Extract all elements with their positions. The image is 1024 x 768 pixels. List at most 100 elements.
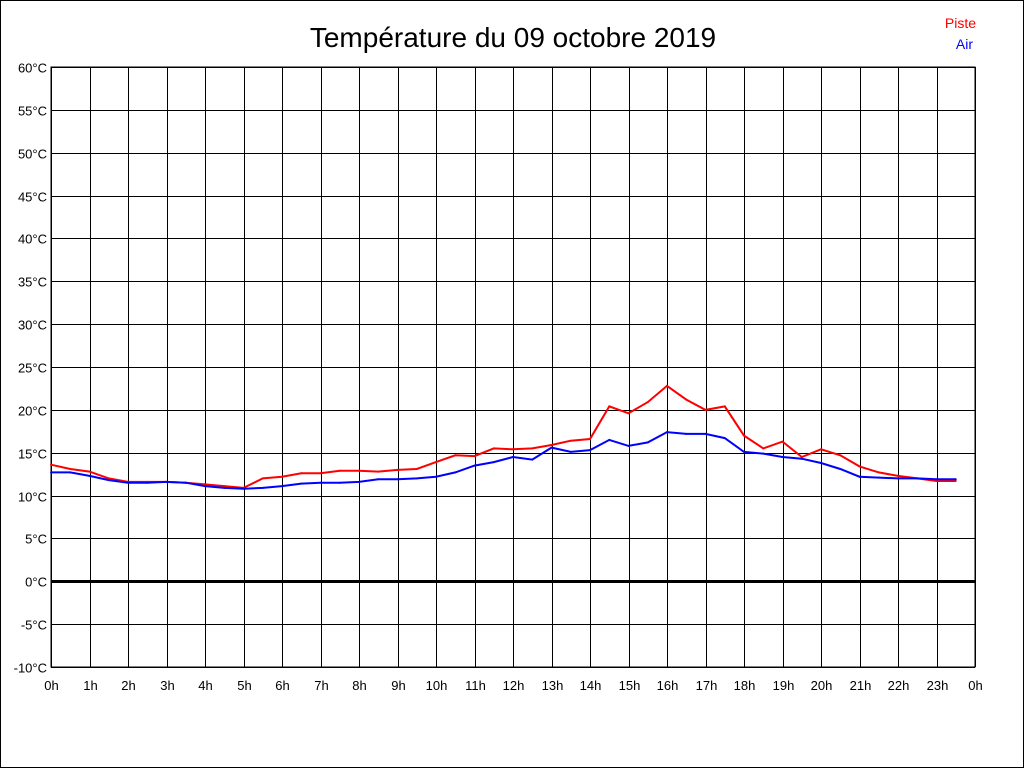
data-point-air <box>704 432 707 435</box>
data-point-air <box>69 471 72 474</box>
y-tick-label: 5°C <box>25 532 47 547</box>
y-tick-label: 35°C <box>18 275 47 290</box>
y-tick-label: 20°C <box>18 404 47 419</box>
data-point-piste <box>858 465 861 468</box>
data-point-piste <box>897 474 899 477</box>
y-tick-label: -10°C <box>14 661 47 676</box>
data-point-air <box>184 481 187 484</box>
legend-air: Air <box>956 36 973 52</box>
data-point-piste <box>800 456 803 458</box>
data-point-piste <box>877 471 880 474</box>
data-point-piste <box>454 454 457 457</box>
data-point-piste <box>300 472 303 475</box>
data-point-air <box>531 458 534 461</box>
data-point-piste <box>935 480 938 482</box>
x-tick-label: 17h <box>696 678 718 693</box>
data-point-air <box>743 450 745 453</box>
data-point-air <box>165 480 168 483</box>
x-tick-label: 5h <box>237 678 251 693</box>
data-point-piste <box>839 454 842 457</box>
data-point-piste <box>743 434 745 437</box>
data-point-air <box>685 432 688 435</box>
y-tick-label: 30°C <box>18 318 47 333</box>
data-point-air <box>608 438 611 441</box>
data-point-piste <box>666 384 668 387</box>
series-line-piste <box>50 384 956 489</box>
data-point-piste <box>223 485 226 488</box>
data-point-air <box>627 444 630 447</box>
data-point-air <box>492 461 495 464</box>
data-point-air <box>358 480 360 483</box>
data-point-piste <box>281 475 283 478</box>
data-point-piste <box>492 447 495 450</box>
data-point-piste <box>646 401 649 404</box>
data-point-piste <box>762 447 765 450</box>
data-point-air <box>281 485 283 488</box>
data-point-air <box>88 474 91 477</box>
data-point-air <box>723 437 726 440</box>
x-tick-label: 18h <box>734 678 756 693</box>
data-point-air <box>415 477 418 480</box>
data-point-air <box>338 481 341 484</box>
data-point-air <box>935 478 938 481</box>
data-point-piste <box>589 438 591 440</box>
data-point-air <box>127 481 129 484</box>
data-point-piste <box>531 447 534 450</box>
data-point-air <box>762 452 765 455</box>
data-point-air <box>646 441 649 444</box>
data-point-piste <box>473 455 476 458</box>
data-point-air <box>50 471 52 474</box>
data-point-air <box>589 449 591 452</box>
data-point-piste <box>781 440 784 443</box>
data-point-air <box>781 456 784 458</box>
x-tick-label: 10h <box>426 678 448 693</box>
x-tick-label: 13h <box>542 678 564 693</box>
data-point-piste <box>204 483 206 486</box>
chart-title: Température du 09 octobre 2019 <box>310 22 716 53</box>
data-point-piste <box>608 405 611 408</box>
y-tick-label: 10°C <box>18 490 47 505</box>
x-tick-label: 1h <box>83 678 97 693</box>
data-point-piste <box>704 408 707 411</box>
data-point-piste <box>954 480 957 482</box>
data-point-air <box>396 478 399 481</box>
data-point-piste <box>435 461 437 464</box>
series-line-air <box>51 431 956 490</box>
data-point-piste <box>396 468 399 471</box>
y-tick-label: 45°C <box>18 190 47 205</box>
x-tick-label: 2h <box>121 678 135 693</box>
x-tick-label: 6h <box>275 678 289 693</box>
y-tick-label: 55°C <box>18 104 47 119</box>
data-point-air <box>897 477 899 480</box>
data-point-air <box>800 457 803 460</box>
x-tick-label: 16h <box>657 678 679 693</box>
data-point-piste <box>820 448 822 451</box>
y-tick-label: -5°C <box>21 618 47 633</box>
data-point-piste <box>569 439 572 442</box>
x-tick-label: 14h <box>580 678 602 693</box>
data-point-piste <box>261 477 264 480</box>
x-tick-label: 3h <box>160 678 174 693</box>
data-point-air <box>242 487 245 490</box>
x-tick-label: 0h <box>968 678 982 693</box>
x-tick-label: 21h <box>850 678 872 693</box>
data-point-air <box>839 468 842 470</box>
x-tick-label: 0h <box>44 678 58 693</box>
data-point-piste <box>69 468 72 470</box>
y-tick-label: 50°C <box>18 147 47 162</box>
data-point-air <box>569 450 572 453</box>
y-tick-label: 0°C <box>25 575 47 590</box>
data-point-air <box>435 475 437 478</box>
x-tick-label: 20h <box>811 678 833 693</box>
data-point-air <box>877 476 880 479</box>
data-point-air <box>550 446 553 449</box>
data-point-piste <box>50 463 52 466</box>
legend-piste: Piste <box>945 15 976 31</box>
x-tick-label: 12h <box>503 678 525 693</box>
y-tick-label: 25°C <box>18 361 47 376</box>
data-point-piste <box>415 468 418 470</box>
x-tick-label: 8h <box>352 678 366 693</box>
x-tick-label: 15h <box>619 678 641 693</box>
